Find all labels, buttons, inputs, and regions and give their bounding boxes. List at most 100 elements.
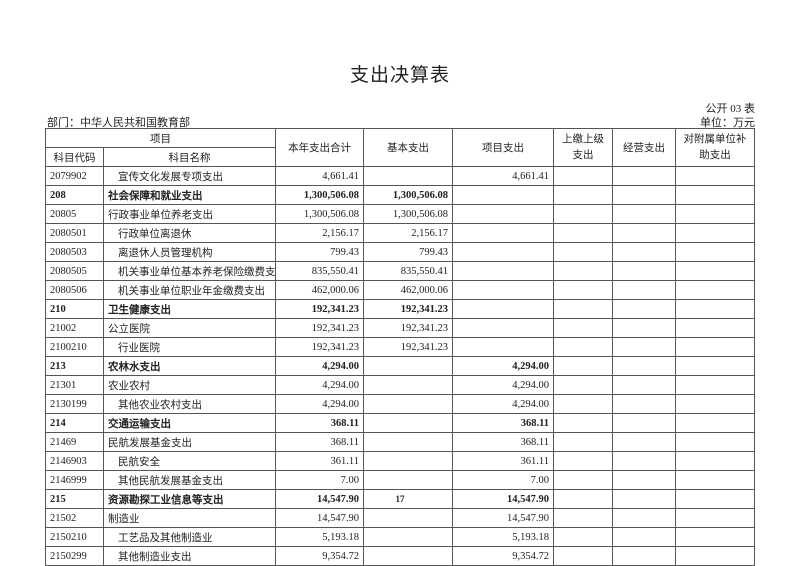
cell-name: 宣传文化发展专项支出 bbox=[103, 166, 276, 186]
cell-name: 公立医院 bbox=[103, 318, 276, 338]
cell-remit bbox=[553, 261, 613, 281]
table-row: 208 社会保障和就业支出 1,300,506.08 1,300,506.08 bbox=[45, 185, 755, 205]
cell-subsidy bbox=[675, 337, 755, 357]
cell-code: 2150299 bbox=[45, 546, 104, 566]
cell-basic bbox=[363, 413, 453, 433]
cell-name: 机关事业单位基本养老保险缴费支出 bbox=[103, 261, 276, 281]
cell-business bbox=[612, 356, 676, 376]
cell-code: 2079902 bbox=[45, 166, 104, 186]
cell-business bbox=[612, 375, 676, 395]
cell-subsidy bbox=[675, 451, 755, 471]
cell-code: 214 bbox=[45, 413, 104, 433]
table-row: 214 交通运输支出 368.11 368.11 bbox=[45, 413, 755, 433]
cell-subsidy bbox=[675, 356, 755, 376]
table-row: 210 卫生健康支出 192,341.23 192,341.23 bbox=[45, 299, 755, 319]
expenditure-table: 项目 本年支出合计 基本支出 项目支出 上缴上级支出 经营支出 对附属单位补助支… bbox=[45, 128, 755, 566]
cell-name: 工艺品及其他制造业 bbox=[103, 527, 276, 547]
cell-basic: 835,550.41 bbox=[363, 261, 453, 281]
cell-name: 其他民航发展基金支出 bbox=[103, 470, 276, 490]
cell-subsidy bbox=[675, 242, 755, 262]
cell-business bbox=[612, 508, 676, 528]
cell-subsidy bbox=[675, 527, 755, 547]
cell-subsidy bbox=[675, 223, 755, 243]
cell-remit bbox=[553, 185, 613, 205]
cell-basic: 2,156.17 bbox=[363, 223, 453, 243]
cell-basic bbox=[363, 527, 453, 547]
cell-code: 210 bbox=[45, 299, 104, 319]
cell-project bbox=[452, 242, 554, 262]
unit-label: 单位：万元 bbox=[700, 117, 755, 129]
cell-basic bbox=[363, 451, 453, 471]
cell-subsidy bbox=[675, 280, 755, 300]
cell-subsidy bbox=[675, 394, 755, 414]
cell-total: 1,300,506.08 bbox=[275, 185, 364, 205]
cell-name: 其他农业农村支出 bbox=[103, 394, 276, 414]
page-number: 17 bbox=[395, 494, 405, 504]
cell-remit bbox=[553, 413, 613, 433]
table-row: 2100210 行业医院 192,341.23 192,341.23 bbox=[45, 337, 755, 357]
cell-business bbox=[612, 394, 676, 414]
cell-total: 361.11 bbox=[275, 451, 364, 471]
cell-total: 1,300,506.08 bbox=[275, 204, 364, 224]
cell-total: 2,156.17 bbox=[275, 223, 364, 243]
cell-subsidy bbox=[675, 546, 755, 566]
cell-business bbox=[612, 242, 676, 262]
table-row: 213 农林水支出 4,294.00 4,294.00 bbox=[45, 356, 755, 376]
cell-subsidy bbox=[675, 470, 755, 490]
cell-remit bbox=[553, 280, 613, 300]
department-label: 部门：中华人民共和国教育部 bbox=[47, 117, 190, 129]
cell-project bbox=[452, 204, 554, 224]
cell-basic: 462,000.06 bbox=[363, 280, 453, 300]
cell-subsidy bbox=[675, 413, 755, 433]
cell-name: 卫生健康支出 bbox=[103, 299, 276, 319]
cell-remit bbox=[553, 337, 613, 357]
cell-subsidy bbox=[675, 508, 755, 528]
cell-basic bbox=[363, 166, 453, 186]
cell-remit bbox=[553, 432, 613, 452]
cell-total: 368.11 bbox=[275, 432, 364, 452]
cell-basic: 1,300,506.08 bbox=[363, 185, 453, 205]
cell-code: 2080503 bbox=[45, 242, 104, 262]
header-project: 项目支出 bbox=[452, 128, 554, 167]
header-business: 经营支出 bbox=[612, 128, 676, 167]
cell-code: 208 bbox=[45, 185, 104, 205]
cell-total: 4,661.41 bbox=[275, 166, 364, 186]
cell-total: 5,193.18 bbox=[275, 527, 364, 547]
cell-project bbox=[452, 261, 554, 281]
cell-business bbox=[612, 546, 676, 566]
cell-subsidy bbox=[675, 166, 755, 186]
cell-remit bbox=[553, 508, 613, 528]
cell-subsidy bbox=[675, 204, 755, 224]
table-row: 2150210 工艺品及其他制造业 5,193.18 5,193.18 bbox=[45, 527, 755, 547]
cell-total: 4,294.00 bbox=[275, 356, 364, 376]
cell-project: 4,294.00 bbox=[452, 375, 554, 395]
cell-business bbox=[612, 223, 676, 243]
cell-subsidy bbox=[675, 375, 755, 395]
cell-total: 192,341.23 bbox=[275, 299, 364, 319]
cell-total: 368.11 bbox=[275, 413, 364, 433]
cell-total: 14,547.90 bbox=[275, 508, 364, 528]
table-row: 21301 农业农村 4,294.00 4,294.00 bbox=[45, 375, 755, 395]
cell-business bbox=[612, 280, 676, 300]
header-total: 本年支出合计 bbox=[275, 128, 364, 167]
cell-project: 4,661.41 bbox=[452, 166, 554, 186]
cell-subsidy bbox=[675, 318, 755, 338]
cell-project: 361.11 bbox=[452, 451, 554, 471]
cell-basic: 799.43 bbox=[363, 242, 453, 262]
cell-project: 14,547.90 bbox=[452, 508, 554, 528]
cell-remit bbox=[553, 299, 613, 319]
cell-business bbox=[612, 318, 676, 338]
cell-basic: 192,341.23 bbox=[363, 337, 453, 357]
cell-basic: 1,300,506.08 bbox=[363, 204, 453, 224]
cell-total: 4,294.00 bbox=[275, 375, 364, 395]
cell-code: 2150210 bbox=[45, 527, 104, 547]
table-row: 21002 公立医院 192,341.23 192,341.23 bbox=[45, 318, 755, 338]
table-row: 21502 制造业 14,547.90 14,547.90 bbox=[45, 508, 755, 528]
cell-business bbox=[612, 527, 676, 547]
cell-total: 462,000.06 bbox=[275, 280, 364, 300]
cell-subsidy bbox=[675, 299, 755, 319]
cell-project bbox=[452, 299, 554, 319]
table-row: 2150299 其他制造业支出 9,354.72 9,354.72 bbox=[45, 546, 755, 566]
cell-name: 交通运输支出 bbox=[103, 413, 276, 433]
cell-project: 4,294.00 bbox=[452, 356, 554, 376]
